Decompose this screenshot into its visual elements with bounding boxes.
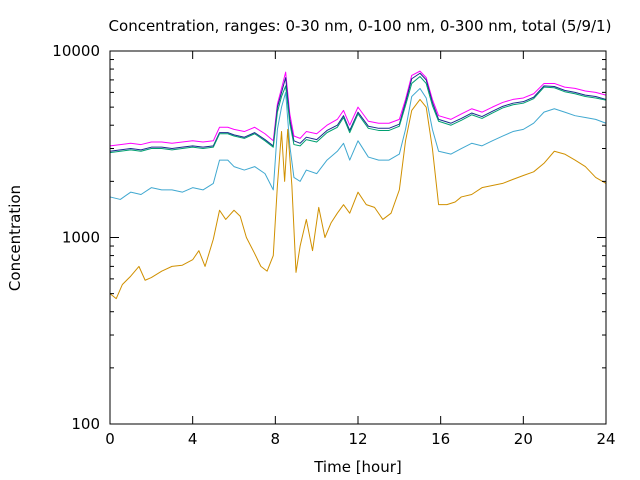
plot-frame [109,50,607,425]
chart-title: Concentration, ranges: 0-30 nm, 0-100 nm… [109,17,612,35]
x-tick-label: 4 [188,430,198,448]
x-tick-label: 12 [348,430,367,448]
x-tick-label: 24 [596,430,615,448]
ticks-layer: 0 4 8 12 16 20 24 100 1000 10000 [52,42,615,448]
y-tick-label: 1000 [62,229,100,247]
y-tick-label: 10000 [52,42,100,60]
y-tick-label: 100 [71,415,100,433]
x-tick-label: 20 [514,430,533,448]
series-line-5 [109,98,607,300]
series-line-2 [109,72,607,152]
y-axis-label: Concentration [6,185,24,291]
series-line-3 [109,75,607,154]
series-line-1 [109,70,607,147]
series-line-4 [109,87,607,200]
series-layer [109,70,607,300]
x-tick-label: 8 [271,430,281,448]
x-tick-label: 16 [431,430,450,448]
x-axis-label: Time [hour] [313,458,402,476]
x-tick-label: 0 [105,430,115,448]
